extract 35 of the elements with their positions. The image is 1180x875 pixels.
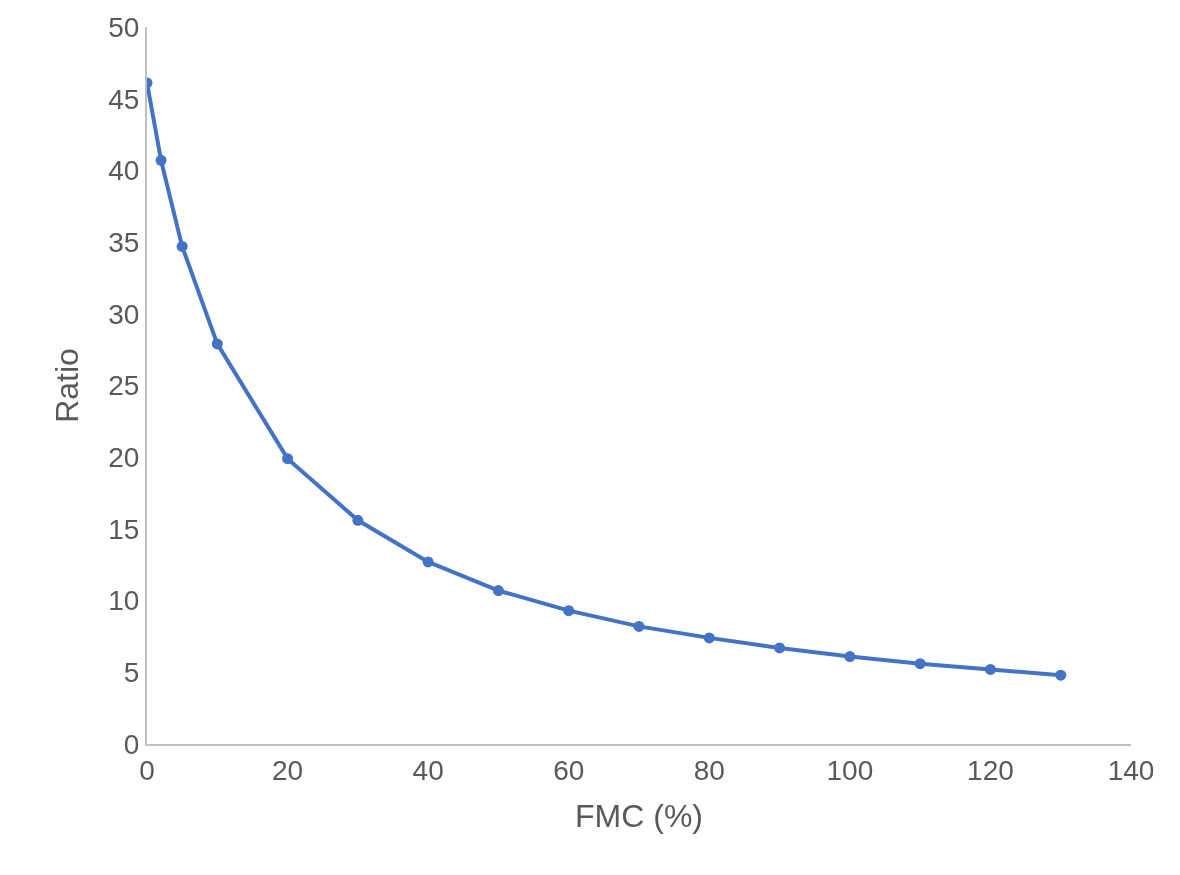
x-tick-label: 100 [826, 754, 874, 786]
y-tick-label: 0 [123, 728, 140, 760]
x-tick-label: 140 [1107, 754, 1155, 786]
y-tick-label: 15 [108, 513, 140, 545]
point [844, 651, 856, 663]
x-tick-label: 120 [967, 754, 1014, 786]
x-tick-label: 40 [412, 754, 444, 786]
y-tick-label: 45 [108, 83, 140, 115]
y-axis-title: Ratio [49, 348, 86, 423]
point [563, 605, 575, 617]
x-tick-label: 80 [693, 754, 725, 786]
x-tick-label: 20 [271, 754, 304, 786]
point [155, 154, 167, 166]
point [1055, 669, 1067, 681]
y-tick-label: 20 [108, 442, 140, 473]
y-tick-label: 30 [108, 298, 140, 330]
y-tick-label: 50 [108, 11, 140, 43]
point [984, 663, 996, 675]
y-tick-label: 5 [123, 657, 140, 689]
point [422, 556, 434, 568]
point [211, 338, 223, 350]
y-tick-label: 10 [108, 585, 140, 617]
point [774, 642, 786, 654]
point [703, 632, 715, 644]
point [633, 620, 645, 632]
y-tick-label: 40 [108, 155, 140, 187]
point [352, 514, 364, 526]
point [176, 240, 188, 252]
x-axis-title: FMC (%) [575, 798, 703, 834]
point [492, 585, 504, 597]
point [914, 658, 926, 670]
y-tick-label: 25 [108, 370, 140, 402]
x-tick-label: 60 [553, 754, 585, 786]
y-tick-label: 35 [108, 226, 140, 258]
point [282, 453, 294, 465]
